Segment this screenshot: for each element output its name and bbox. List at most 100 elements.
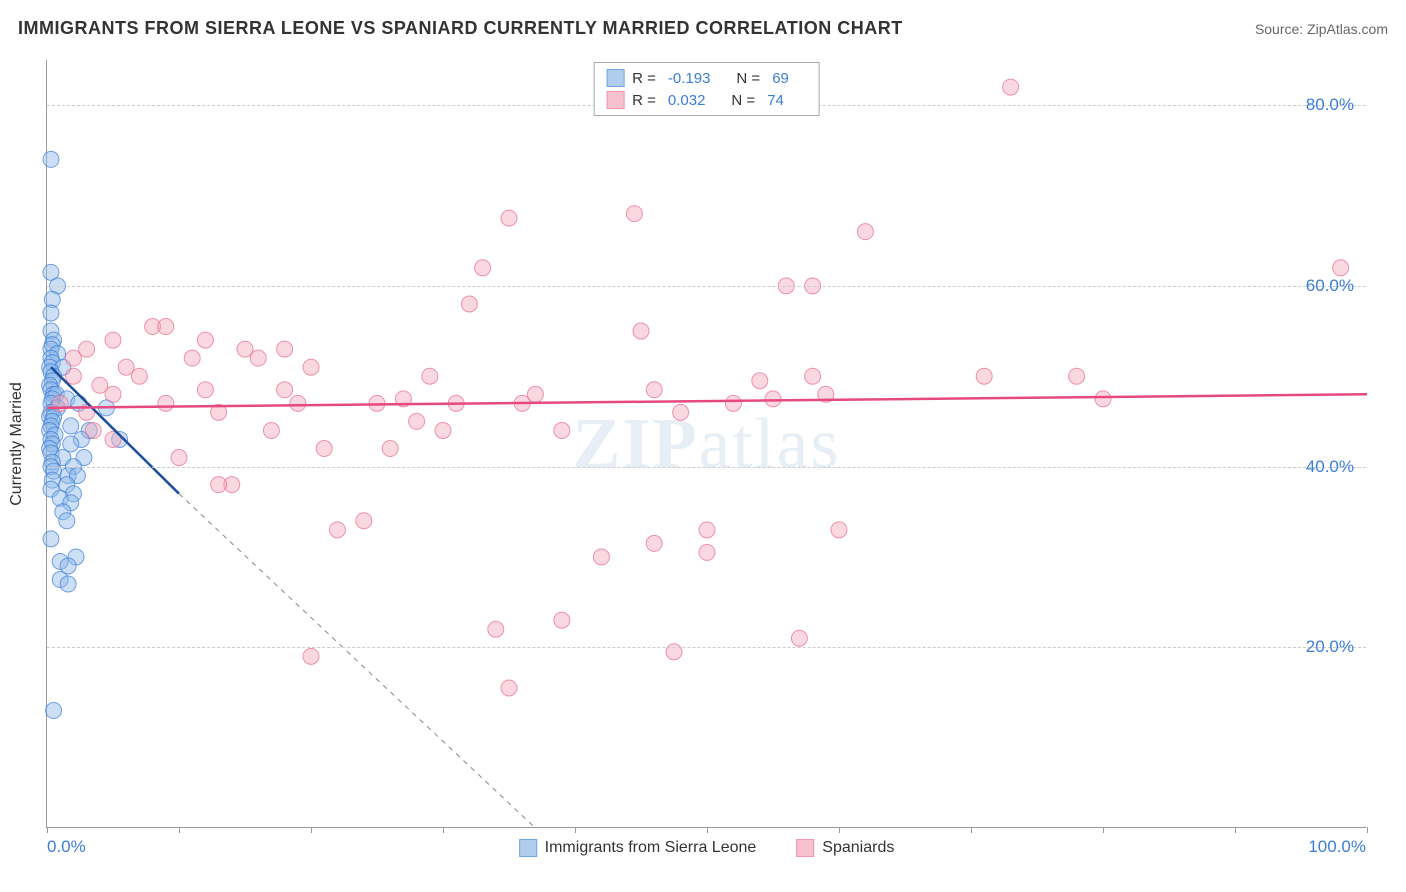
scatter-point (501, 210, 517, 226)
scatter-point (197, 332, 213, 348)
x-tick (1367, 827, 1368, 833)
scatter-point (43, 151, 59, 167)
series-legend: Immigrants from Sierra Leone Spaniards (519, 839, 895, 857)
scatter-point (488, 621, 504, 637)
x-tick (839, 827, 840, 833)
x-tick (707, 827, 708, 833)
r-value-2: 0.032 (668, 92, 706, 109)
scatter-point (593, 549, 609, 565)
y-tick-label: 60.0% (1306, 276, 1354, 296)
y-tick-label: 40.0% (1306, 457, 1354, 477)
scatter-point (409, 413, 425, 429)
gridline (47, 286, 1366, 287)
scatter-point (158, 395, 174, 411)
scatter-point (554, 612, 570, 628)
scatter-point (184, 350, 200, 366)
scatter-point (646, 535, 662, 551)
scatter-point (1095, 391, 1111, 407)
scatter-point (382, 441, 398, 457)
scatter-point (699, 544, 715, 560)
scatter-point (85, 422, 101, 438)
scatter-point (356, 513, 372, 529)
scatter-point (59, 513, 75, 529)
scatter-point (105, 386, 121, 402)
scatter-point (329, 522, 345, 538)
legend-label-1: Immigrants from Sierra Leone (545, 839, 757, 857)
scatter-point (752, 373, 768, 389)
scatter-point (131, 368, 147, 384)
scatter-point (250, 350, 266, 366)
scatter-point (475, 260, 491, 276)
n-label-1: N = (736, 70, 760, 87)
chart-source: Source: ZipAtlas.com (1255, 21, 1388, 37)
scatter-point (527, 386, 543, 402)
r-label-2: R = (632, 92, 656, 109)
scatter-point (43, 531, 59, 547)
x-tick (1235, 827, 1236, 833)
x-tick (1103, 827, 1104, 833)
scatter-point (277, 382, 293, 398)
scatter-point (158, 319, 174, 335)
x-tick (179, 827, 180, 833)
chart-header: IMMIGRANTS FROM SIERRA LEONE VS SPANIARD… (18, 18, 1388, 39)
scatter-point (63, 418, 79, 434)
swatch-series-2 (606, 91, 624, 109)
scatter-point (1069, 368, 1085, 384)
plot-area: Currently Married ZIPatlas R = -0.193 N … (46, 60, 1366, 828)
correlation-row-2: R = 0.032 N = 74 (606, 89, 807, 111)
legend-item-1: Immigrants from Sierra Leone (519, 839, 757, 857)
scatter-point (501, 680, 517, 696)
gridline (47, 647, 1366, 648)
x-axis-min-label: 0.0% (47, 837, 86, 857)
scatter-point (435, 422, 451, 438)
scatter-point (65, 368, 81, 384)
trend-extrapolation (179, 494, 535, 828)
scatter-point (699, 522, 715, 538)
scatter-point (43, 305, 59, 321)
scatter-point (765, 391, 781, 407)
scatter-point (211, 477, 227, 493)
scatter-point (626, 206, 642, 222)
scatter-point (197, 382, 213, 398)
y-tick-label: 20.0% (1306, 637, 1354, 657)
n-value-2: 74 (767, 92, 784, 109)
chart-svg (47, 60, 1366, 827)
trend-line (47, 394, 1367, 408)
scatter-point (46, 703, 62, 719)
scatter-point (303, 359, 319, 375)
r-value-1: -0.193 (668, 70, 711, 87)
scatter-point (673, 404, 689, 420)
scatter-point (666, 644, 682, 660)
scatter-point (976, 368, 992, 384)
scatter-point (263, 422, 279, 438)
scatter-point (1333, 260, 1349, 276)
y-tick-label: 80.0% (1306, 95, 1354, 115)
legend-item-2: Spaniards (796, 839, 894, 857)
scatter-point (316, 441, 332, 457)
scatter-point (633, 323, 649, 339)
n-value-1: 69 (772, 70, 789, 87)
correlation-legend: R = -0.193 N = 69 R = 0.032 N = 74 (593, 62, 820, 116)
x-axis-max-label: 100.0% (1308, 837, 1366, 857)
scatter-point (554, 422, 570, 438)
scatter-point (105, 332, 121, 348)
scatter-point (1003, 79, 1019, 95)
scatter-point (60, 576, 76, 592)
scatter-point (805, 368, 821, 384)
legend-swatch-1 (519, 839, 537, 857)
scatter-point (290, 395, 306, 411)
scatter-point (831, 522, 847, 538)
scatter-point (171, 450, 187, 466)
scatter-point (725, 395, 741, 411)
x-tick (311, 827, 312, 833)
x-tick (47, 827, 48, 833)
scatter-point (422, 368, 438, 384)
scatter-point (857, 224, 873, 240)
x-tick (971, 827, 972, 833)
x-tick (443, 827, 444, 833)
n-label-2: N = (731, 92, 755, 109)
gridline (47, 467, 1366, 468)
x-tick (575, 827, 576, 833)
scatter-point (79, 341, 95, 357)
scatter-point (303, 648, 319, 664)
